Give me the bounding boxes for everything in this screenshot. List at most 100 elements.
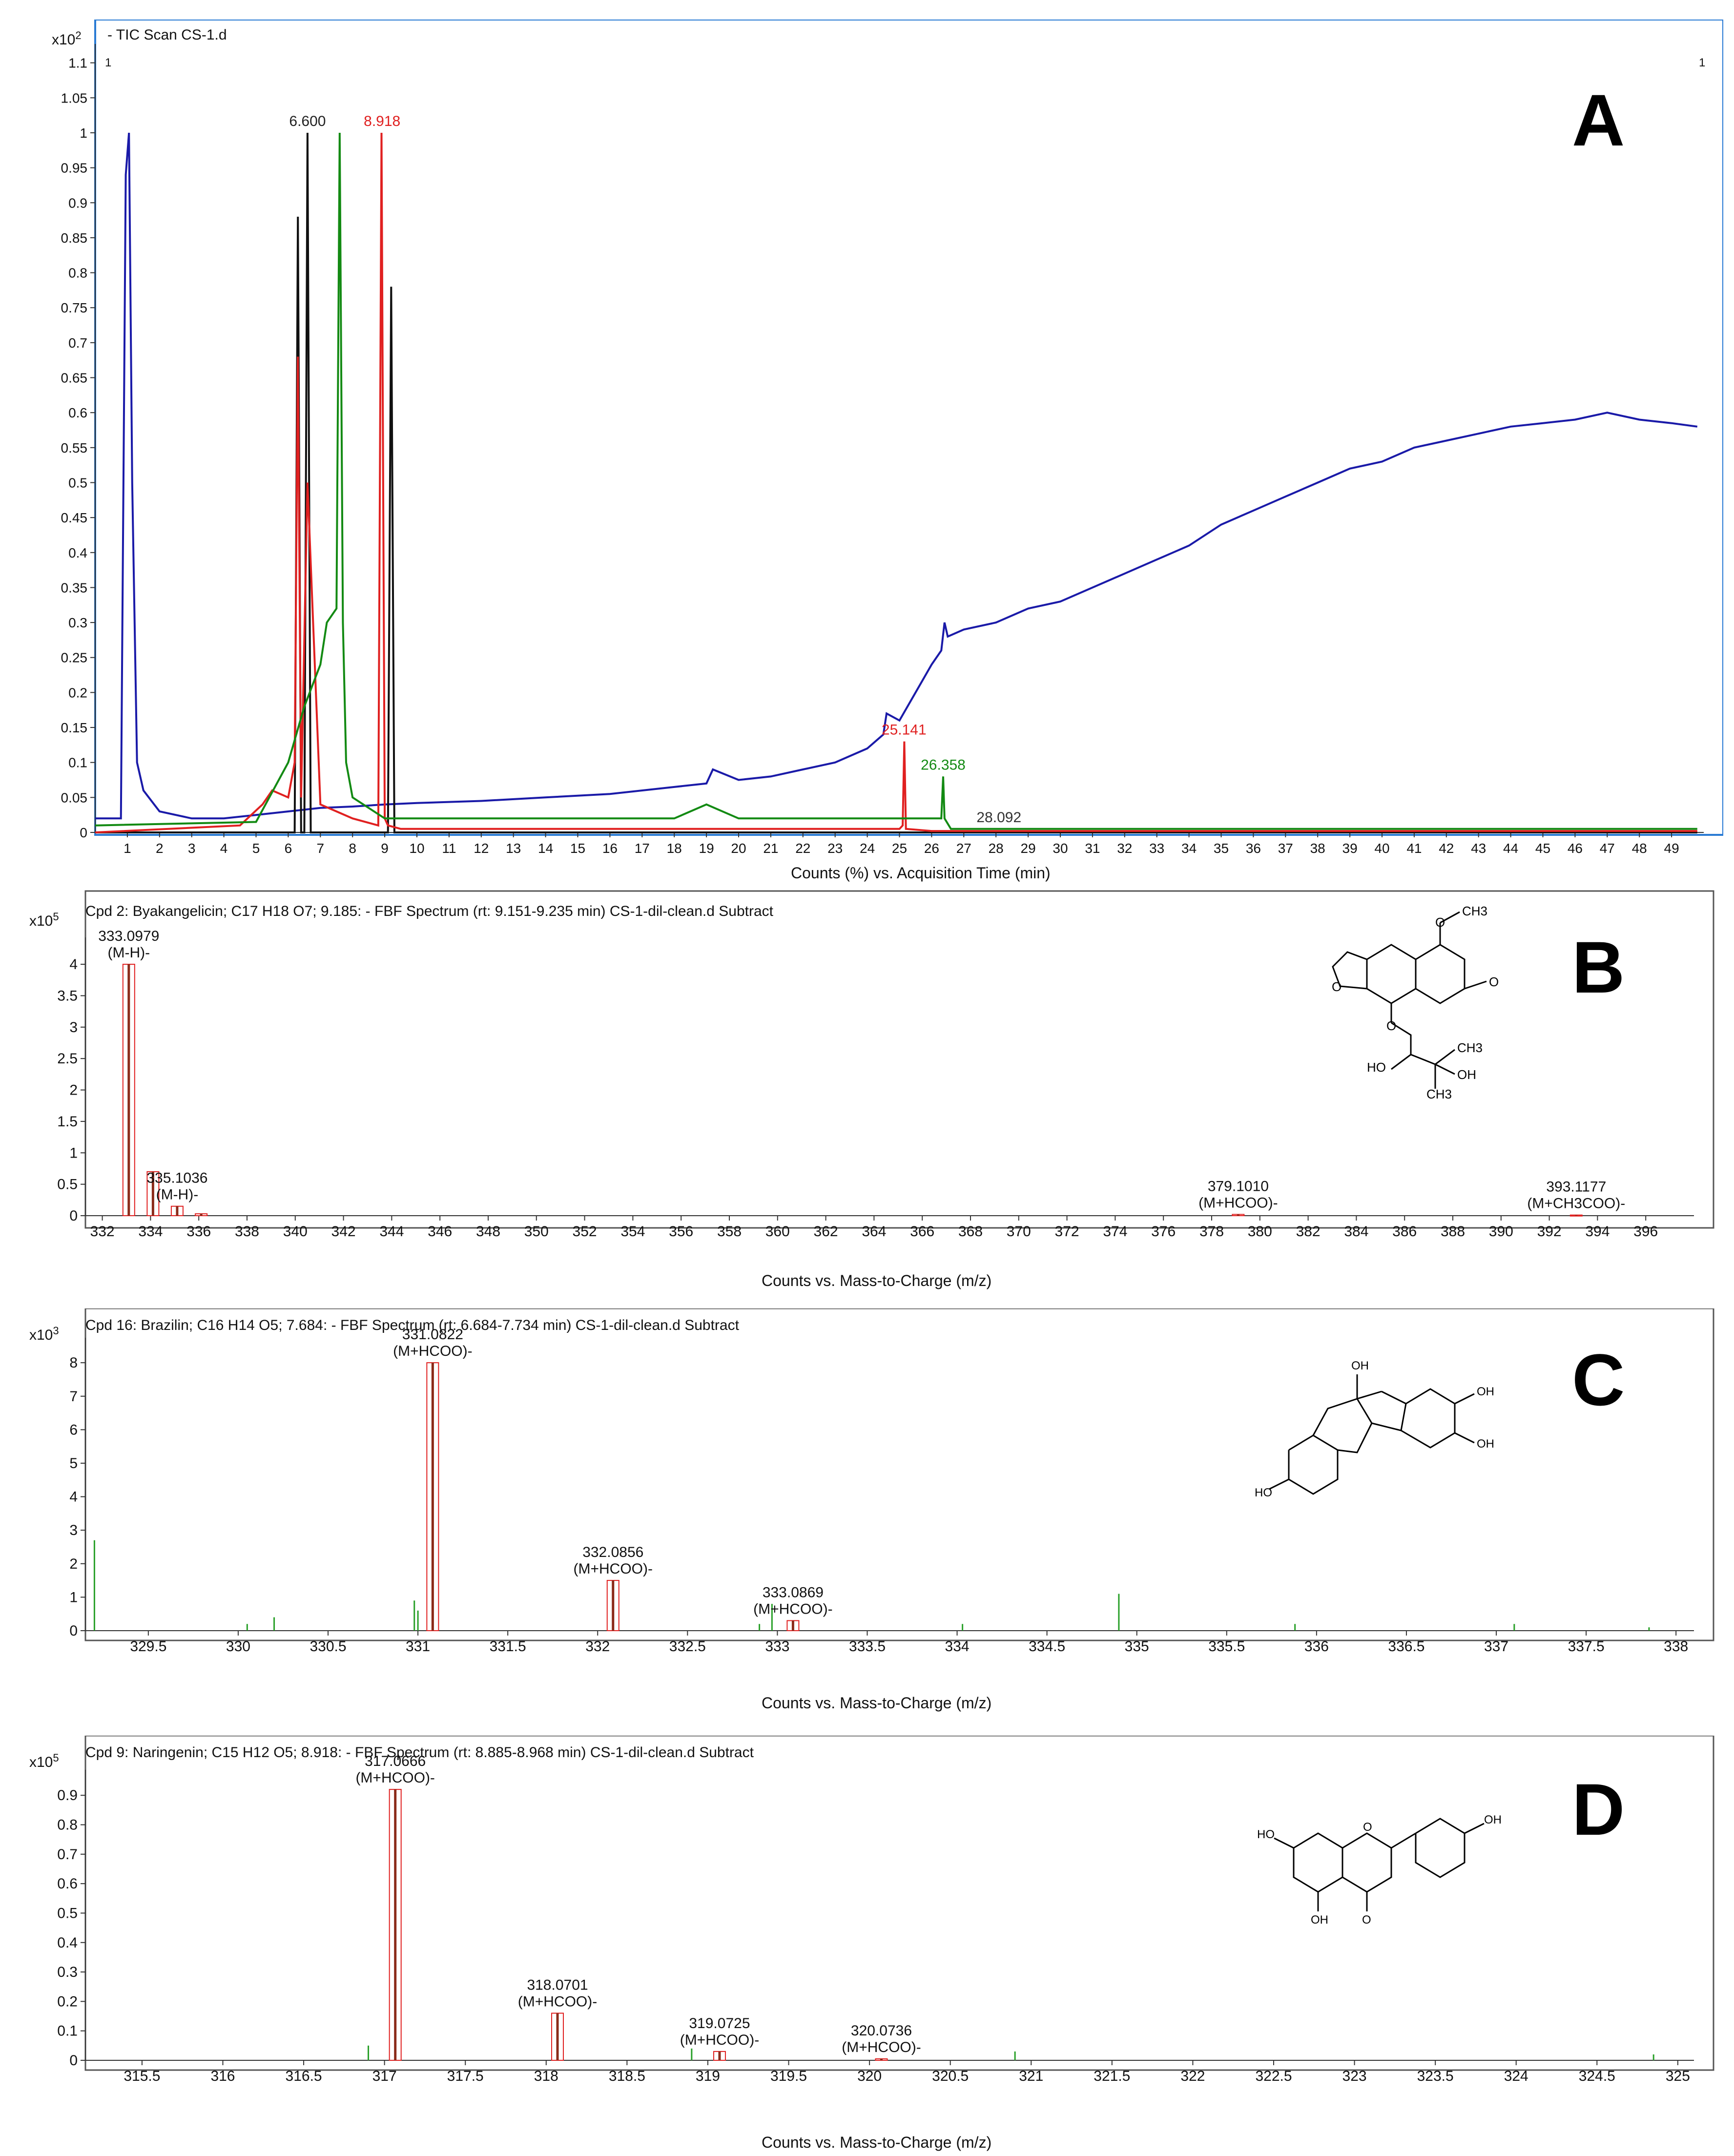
exponent-base: x10 [29, 1327, 53, 1343]
x-tick-label: 39 [1342, 841, 1358, 856]
x-tick-label: 32 [1117, 841, 1132, 856]
x-tick-label: 342 [331, 1223, 356, 1240]
peak-mz-label: 333.0869 [763, 1584, 824, 1600]
y-tick-label: 0.2 [57, 1993, 78, 2010]
x-tick-label: 35 [1214, 841, 1229, 856]
struct-label: O [1435, 915, 1445, 930]
x-tick-label: 28 [989, 841, 1004, 856]
y-tick-label: 1 [69, 1589, 78, 1605]
y-tick-label: 1.05 [61, 90, 88, 105]
x-tick-label: 34 [1181, 841, 1197, 856]
x-tick-label: 3 [188, 841, 196, 856]
y-tick-label: 0.1 [57, 2023, 78, 2039]
y-tick-label: 0 [69, 2052, 78, 2069]
x-tick-label: 13 [506, 841, 521, 856]
peak-ion-label: (M+HCOO)- [393, 1343, 472, 1359]
x-tick-label: 366 [910, 1223, 934, 1240]
panel-d-exponent: x105 [29, 1752, 59, 1771]
x-tick-label: 394 [1585, 1223, 1610, 1240]
x-tick-label: 8 [349, 841, 356, 856]
y-tick-label: 1.5 [57, 1114, 78, 1130]
x-tick-label: 362 [814, 1223, 838, 1240]
x-tick-label: 2 [156, 841, 164, 856]
y-tick-label: 0.5 [57, 1177, 78, 1193]
x-axis-label-c: Counts vs. Mass-to-Charge (m/z) [762, 1694, 992, 1712]
x-tick-label: 23 [827, 841, 843, 856]
peak-label: 26.358 [921, 757, 966, 773]
y-tick-label: 0.65 [61, 371, 88, 386]
x-tick-label: 49 [1664, 841, 1679, 856]
x-tick-label: 338 [1664, 1638, 1688, 1655]
x-tick-label: 43 [1471, 841, 1486, 856]
spectrum-c: 0 1 2 3 4 5 6 7 8 329.5 330 330.5 331 331.5 332 332.5 33… [69, 1308, 1714, 1655]
x-tick-label: 368 [958, 1223, 983, 1240]
peak-ion-label: (M+HCOO)- [355, 1770, 434, 1786]
y-tick-label: 0.6 [68, 405, 87, 420]
y-tick-label: 0.9 [68, 195, 87, 210]
x-tick-label: 38 [1310, 841, 1325, 856]
x-tick-label: 376 [1151, 1223, 1176, 1240]
panel-letter-d: D [1572, 1768, 1625, 1850]
x-tick-label: 388 [1441, 1223, 1465, 1240]
x-tick-label: 321 [1019, 2068, 1043, 2084]
x-tick-label: 325 [1666, 2068, 1690, 2084]
corner-label-right: 1 [1699, 56, 1706, 69]
x-tick-label: 372 [1055, 1223, 1079, 1240]
x-tick-label: 346 [428, 1223, 452, 1240]
tic-chromatogram: 0 0.05 0.1 0.15 0.2 0.25 0.3 0.35 0.4 0.45 0.5 0.55… [61, 20, 1723, 856]
x-tick-label: 317.5 [447, 2068, 484, 2084]
exponent-power: 3 [53, 1325, 59, 1337]
peak-mz-label: 393.1177 [1546, 1179, 1606, 1195]
peak-mz-label: 335.1036 [146, 1170, 207, 1186]
y-tick-label: 6 [69, 1422, 78, 1438]
peak-ion-label: (M+HCOO)- [1198, 1195, 1278, 1211]
struct-label: HO [1255, 1486, 1272, 1499]
y-tick-label: 0.7 [57, 1846, 78, 1863]
panel-b: 0 0.5 1 1.5 2 2.5 3 3.5 4 332 334 336 338 340 342 344 34… [20, 889, 1723, 1299]
x-tick-label: 364 [862, 1223, 886, 1240]
panel-letter-c: C [1572, 1339, 1625, 1421]
x-axis-label-b: Counts vs. Mass-to-Charge (m/z) [762, 1272, 992, 1289]
peak-ion-label: (M+CH3COO)- [1527, 1196, 1625, 1212]
x-tick-label: 22 [795, 841, 810, 856]
x-tick-label: 329.5 [130, 1638, 166, 1655]
x-tick-label: 356 [669, 1223, 693, 1240]
x-tick-label: 14 [538, 841, 553, 856]
x-tick-label: 390 [1489, 1223, 1513, 1240]
panel-b-exponent: x105 [29, 911, 59, 930]
exponent-power: 5 [53, 911, 59, 923]
y-tick-label: 7 [69, 1389, 78, 1405]
brazilin-structure: OH OH OH HO [1255, 1359, 1494, 1499]
struct-label: O [1489, 974, 1499, 989]
x-tick-label: 16 [602, 841, 618, 856]
x-tick-label: 336 [186, 1223, 211, 1240]
panel-c: 0 1 2 3 4 5 6 7 8 329.5 330 330.5 331 331.5 332 332.5 33… [20, 1308, 1723, 1728]
exponent-power: 5 [53, 1752, 59, 1764]
x-tick-label: 334 [138, 1223, 163, 1240]
y-tick-label: 1 [69, 1145, 78, 1161]
peak-label: 6.600 [289, 113, 326, 129]
x-tick-label: 18 [667, 841, 682, 856]
y-tick-label: 0.5 [68, 475, 87, 490]
y-tick-label: 0.55 [61, 440, 88, 456]
struct-label: O [1386, 1018, 1396, 1033]
struct-label: HO [1257, 1828, 1275, 1841]
x-tick-label: 10 [409, 841, 424, 856]
y-tick-label: 0.95 [61, 161, 88, 176]
exponent-base: x10 [29, 1754, 53, 1770]
y-tick-label: 0.75 [61, 300, 88, 315]
y-tick-label: 0.5 [57, 1905, 78, 1921]
peak-ion-label: (M-H)- [156, 1187, 199, 1203]
x-tick-label: 21 [763, 841, 778, 856]
x-tick-label: 360 [765, 1223, 790, 1240]
peak-ion-label: (M-H)- [108, 945, 150, 961]
y-tick-label: 0 [80, 825, 87, 840]
x-tick-label: 46 [1568, 841, 1583, 856]
x-tick-label: 30 [1053, 841, 1068, 856]
peak-mz-label: 331.0822 [402, 1327, 463, 1343]
y-tick-label: 0 [69, 1208, 78, 1224]
x-tick-label: 330.5 [310, 1638, 346, 1655]
spectrum-b: 0 0.5 1 1.5 2 2.5 3 3.5 4 332 334 336 338 340 342 344 34… [57, 890, 1714, 1240]
spectrum-d: 0 0.1 0.2 0.3 0.4 0.5 0.6 0.7 0.8 0.9 315.5 316 316.… [57, 1736, 1714, 2084]
x-tick-label: 319 [696, 2068, 720, 2084]
